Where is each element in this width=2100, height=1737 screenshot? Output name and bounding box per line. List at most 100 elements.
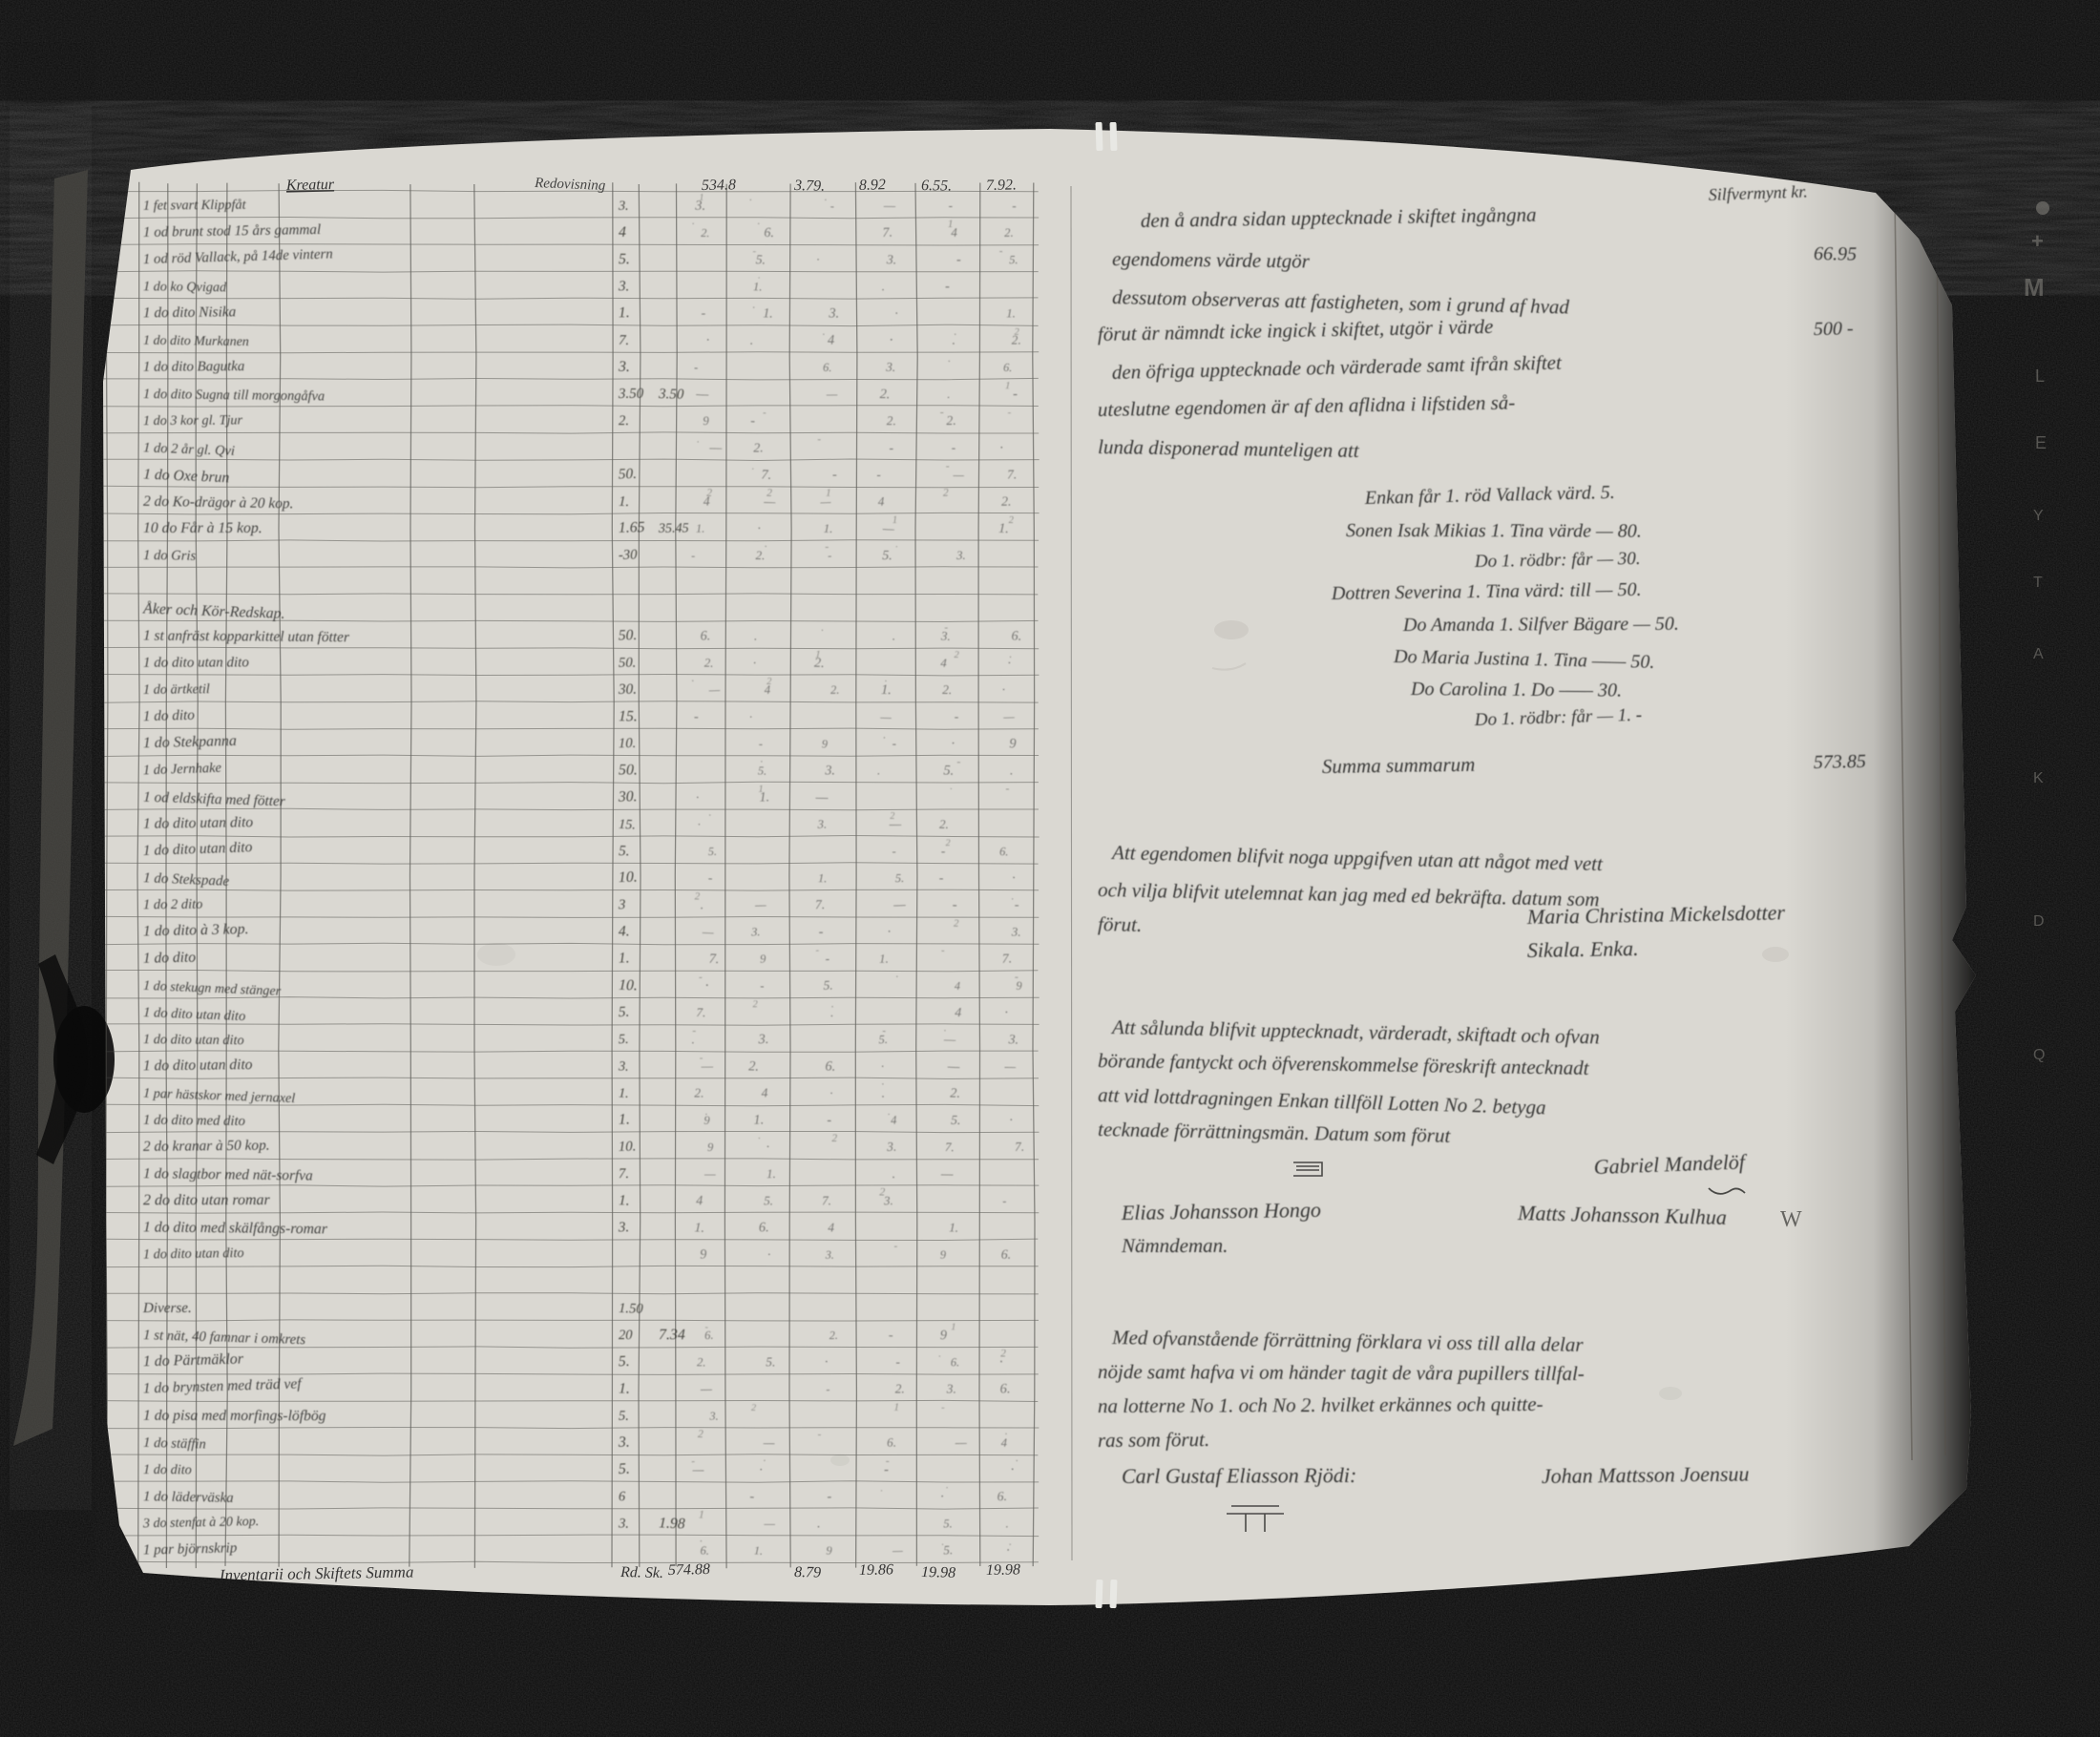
svg-text:-: - [1008,407,1012,418]
svg-text:·: · [830,1086,832,1099]
svg-text:-: - [939,871,944,886]
svg-text:2: 2 [766,677,772,687]
svg-text:3.: 3. [828,305,839,321]
svg-text:1.: 1. [619,1192,630,1208]
svg-text:-: - [691,549,695,562]
svg-text:3.: 3. [886,252,897,266]
svg-text:·: · [1004,1006,1008,1020]
svg-text:2: 2 [946,838,951,848]
svg-text:.: . [938,1349,941,1360]
svg-text:3.: 3. [1007,1033,1018,1047]
svg-text:2: 2 [954,918,959,930]
svg-text:1.: 1. [619,1086,629,1101]
svg-text:9: 9 [940,1328,947,1343]
svg-text:-: - [1015,970,1018,983]
svg-text:.: . [750,333,753,347]
svg-text:·: · [757,219,760,230]
svg-text:1 do dito à 3 kop.: 1 do dito à 3 kop. [143,921,249,939]
svg-text:·: · [692,219,695,230]
svg-text:-: - [886,1454,890,1467]
svg-text:1: 1 [948,219,954,230]
svg-text:19.86: 19.86 [859,1561,893,1579]
svg-text:.: . [754,630,757,643]
svg-text:-: - [817,433,821,445]
svg-text:-: - [952,897,957,912]
svg-text:egendomens värde utgör: egendomens värde utgör [1112,247,1311,272]
svg-text:Sikala. Enka.: Sikala. Enka. [1527,936,1639,962]
svg-text:förut.: förut. [1098,912,1143,936]
svg-text:3.: 3. [885,360,895,374]
svg-text:4: 4 [696,1193,703,1208]
svg-text:-: - [895,1354,900,1369]
svg-text:5.: 5. [943,1517,952,1530]
svg-text:2.: 2. [830,1329,838,1342]
svg-text:3.: 3. [825,1248,834,1262]
svg-text:-: - [1013,387,1018,402]
svg-text:-: - [893,1241,897,1252]
svg-text:1: 1 [699,193,704,203]
svg-text:7.: 7. [1007,467,1017,481]
svg-text:2 do Ko-drägor à 20 kop.: 2 do Ko-drägor à 20 kop. [143,493,294,513]
svg-text:A: A [2033,646,2044,662]
svg-text:1: 1 [892,514,898,526]
svg-text:-: - [892,736,896,750]
svg-text:2.: 2. [887,413,896,428]
svg-text:1.: 1. [1006,306,1016,320]
svg-text:4: 4 [828,1220,834,1234]
svg-text:—: — [704,1166,716,1181]
svg-text:1 do dito utan dito: 1 do dito utan dito [143,814,254,832]
svg-text:1.: 1. [998,521,1009,536]
svg-text:-: - [956,755,960,768]
svg-text:-: - [694,709,699,724]
svg-text:6.: 6. [1011,629,1021,644]
svg-text:3.: 3. [886,1140,896,1154]
svg-text:—: — [1003,1059,1016,1073]
svg-text:2 do kranar à 50 kop.: 2 do kranar à 50 kop. [143,1138,270,1155]
svg-text:1.: 1. [754,1544,764,1558]
svg-text:1 st anfräst kopparkittel utan: 1 st anfräst kopparkittel utan fötter [143,628,350,646]
svg-text:—: — [1002,710,1015,723]
svg-text:1.: 1. [753,1112,764,1127]
svg-text:-: - [889,440,893,454]
svg-text:-: - [708,870,713,885]
svg-text:-: - [892,845,896,858]
svg-text:.: . [823,326,826,338]
svg-text:-: - [944,622,948,634]
svg-text:1: 1 [893,1402,899,1413]
svg-text:2.: 2. [1001,495,1012,510]
svg-text:7.: 7. [619,333,630,348]
svg-text:.: . [888,1106,891,1118]
svg-text:6.: 6. [999,1381,1010,1396]
svg-text:·: · [946,1482,949,1494]
svg-text:5.: 5. [619,1409,629,1424]
svg-text:1.: 1. [619,1381,630,1397]
svg-text:·: · [766,1140,769,1154]
svg-text:2: 2 [1008,514,1014,526]
svg-text:.: . [1011,890,1014,902]
svg-text:3.: 3. [956,549,966,562]
svg-text:·: · [763,1454,766,1467]
svg-text:1 do 3 kor gl. Tjur: 1 do 3 kor gl. Tjur [143,412,243,429]
svg-text:·: · [951,737,955,751]
svg-text:66.95: 66.95 [1814,243,1857,265]
svg-text:—: — [814,790,828,806]
svg-text:—: — [763,1517,775,1530]
svg-text:Y: Y [2033,508,2044,524]
svg-text:9: 9 [760,952,766,966]
svg-text:3 do stenfat à 20 kop.: 3 do stenfat à 20 kop. [142,1514,260,1531]
svg-text:6.: 6. [764,226,774,241]
svg-text:1: 1 [758,785,763,795]
svg-text:·: · [708,810,711,822]
svg-text:2: 2 [1015,327,1019,338]
svg-text:-: - [825,539,829,553]
svg-text:·: · [753,657,756,670]
svg-text:3.50: 3.50 [618,387,644,402]
svg-text:.: . [700,897,704,911]
svg-text:Inventarii och Skiftets Summa: Inventarii och Skiftets Summa [219,1562,414,1584]
svg-text:-: - [827,1490,831,1504]
svg-text:3.: 3. [1011,925,1021,938]
svg-text:30.: 30. [618,681,637,698]
svg-text:2: 2 [695,890,701,902]
svg-text:·: · [940,1490,944,1504]
svg-text:1 do slagtbor med nät-sorfva: 1 do slagtbor med nät-sorfva [143,1165,313,1183]
